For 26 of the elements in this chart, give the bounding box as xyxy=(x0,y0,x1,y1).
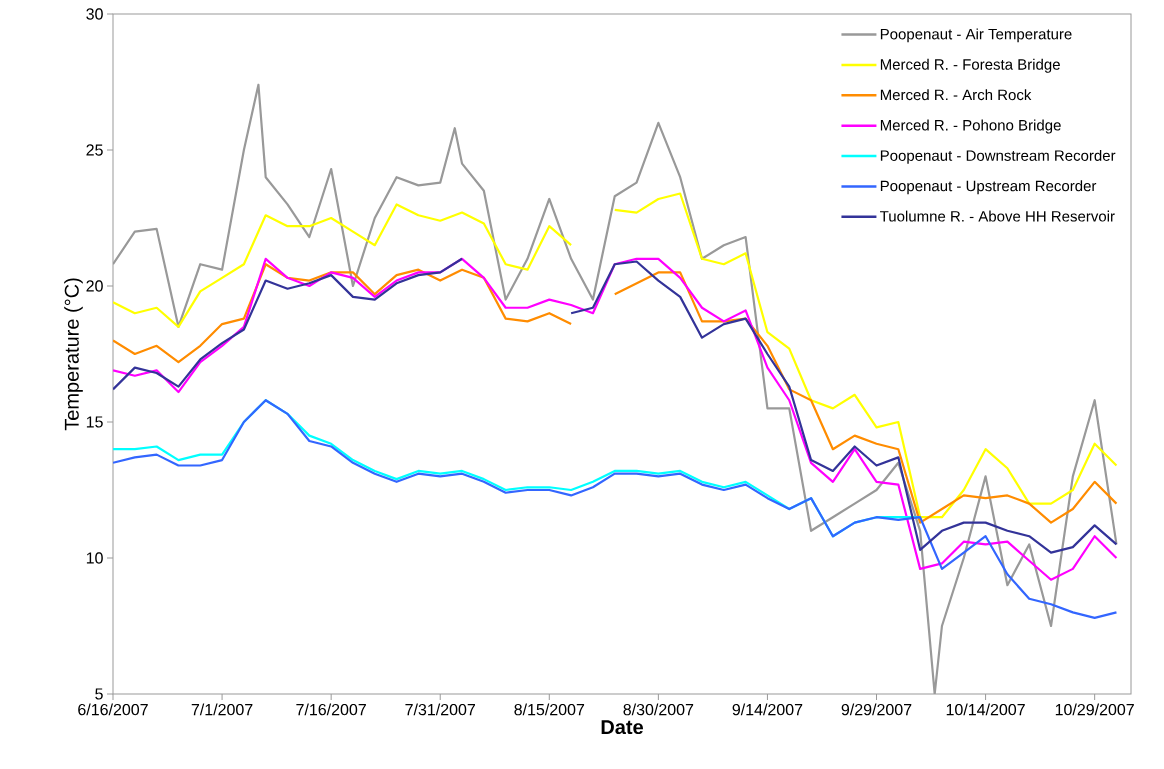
y-tick-label: 20 xyxy=(86,280,103,292)
legend-label: Poopenaut - Air Temperature xyxy=(880,28,1072,43)
x-axis-title: Date xyxy=(601,720,643,735)
legend-label: Poopenaut - Downstream Recorder xyxy=(880,149,1116,164)
x-tick-label: 6/16/2007 xyxy=(78,703,148,716)
y-tick-label: 25 xyxy=(86,144,103,156)
x-tick-label: 10/29/2007 xyxy=(1055,703,1134,716)
legend-label: Tuolumne R. - Above HH Reservoir xyxy=(880,210,1115,222)
legend-label: Poopenaut - Upstream Recorder xyxy=(880,180,1097,195)
y-axis-title: Temperature (°C) xyxy=(64,278,83,431)
x-tick-label: 9/29/2007 xyxy=(841,703,912,716)
x-tick-label: 7/1/2007 xyxy=(191,703,253,716)
x-tick-label: 7/16/2007 xyxy=(296,703,366,716)
y-tick-label: 10 xyxy=(86,552,103,564)
legend-label: Merced R. - Arch Rock xyxy=(880,89,1032,101)
x-tick-label: 8/30/2007 xyxy=(623,703,694,716)
y-tick-label: 15 xyxy=(86,416,103,428)
legend-label: Merced R. - Foresta Bridge xyxy=(880,58,1060,73)
y-tick-label: 5 xyxy=(95,688,103,700)
legend-label: Merced R. - Pohono Bridge xyxy=(880,119,1061,134)
x-tick-label: 10/14/2007 xyxy=(946,703,1025,716)
line-series xyxy=(113,399,1118,619)
x-tick-label: 8/15/2007 xyxy=(514,703,585,716)
x-tick-label: 7/31/2007 xyxy=(405,703,475,716)
x-tick-label: 9/14/2007 xyxy=(732,703,803,716)
y-tick-label: 30 xyxy=(86,8,103,20)
